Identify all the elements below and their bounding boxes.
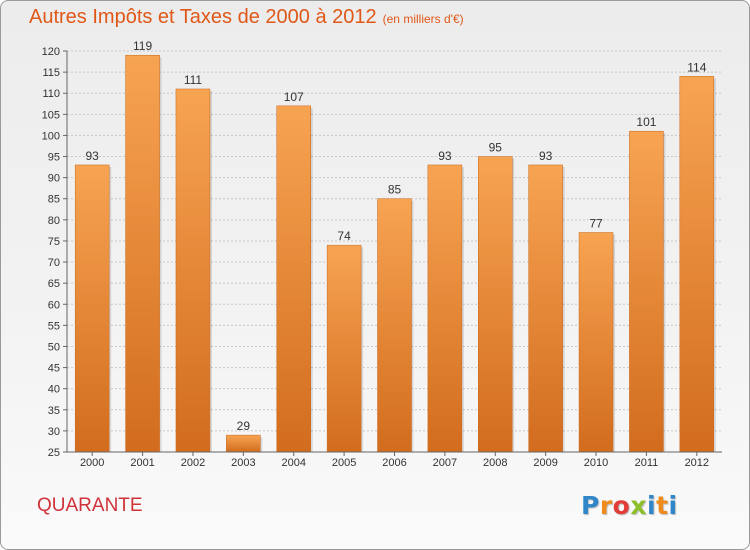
y-tick-label: 85 bbox=[48, 194, 60, 206]
y-tick-label: 70 bbox=[48, 257, 60, 269]
logo-letter: P bbox=[581, 491, 600, 520]
logo-letter: i bbox=[647, 491, 657, 520]
x-tick-label: 2006 bbox=[382, 457, 406, 469]
y-tick-label: 40 bbox=[48, 384, 60, 396]
x-tick-label: 2000 bbox=[80, 457, 104, 469]
data-label: 111 bbox=[184, 73, 203, 87]
bar-2005 bbox=[326, 244, 362, 453]
data-label: 114 bbox=[687, 60, 706, 74]
data-label: 119 bbox=[133, 39, 152, 53]
y-tick-label: 100 bbox=[42, 130, 60, 142]
bar-2007 bbox=[427, 164, 463, 453]
y-tick-label: 80 bbox=[48, 215, 60, 227]
x-tick-label: 2012 bbox=[685, 457, 709, 469]
y-tick-label: 105 bbox=[42, 109, 60, 121]
data-label: 77 bbox=[589, 217, 603, 231]
y-tick-label: 25 bbox=[48, 447, 60, 459]
x-tick-label: 2001 bbox=[130, 457, 154, 469]
logo-letter: i bbox=[668, 491, 678, 520]
y-tick-label: 110 bbox=[42, 88, 60, 100]
data-label: 29 bbox=[237, 419, 251, 433]
bar-2000 bbox=[74, 164, 110, 453]
x-tick-label: 2002 bbox=[181, 457, 205, 469]
x-axis: 2000 2001 2002 2003 2004 2005 2006 2007 2008 2009… bbox=[67, 451, 722, 469]
bar-2001 bbox=[125, 54, 160, 453]
x-tick-label: 2008 bbox=[483, 457, 507, 469]
data-label: 95 bbox=[489, 141, 503, 155]
data-label: 93 bbox=[86, 149, 100, 163]
x-tick-label: 2011 bbox=[635, 457, 659, 469]
x-tick-label: 2003 bbox=[231, 457, 255, 469]
y-tick-label: 65 bbox=[48, 278, 60, 290]
x-tick-label: 2007 bbox=[433, 457, 457, 469]
y-tick-label: 60 bbox=[48, 299, 60, 311]
bar-2008 bbox=[478, 156, 513, 453]
bar-2006 bbox=[377, 198, 412, 453]
bar-2002 bbox=[175, 88, 211, 453]
x-tick-label: 2005 bbox=[332, 457, 356, 469]
bar-2009 bbox=[528, 164, 563, 453]
bar-2003 bbox=[226, 434, 261, 453]
data-label: 74 bbox=[337, 229, 351, 243]
data-label: 93 bbox=[539, 149, 553, 163]
logo-letter: t bbox=[656, 491, 669, 520]
y-tick-label: 35 bbox=[48, 405, 60, 417]
bar-2012 bbox=[679, 76, 715, 453]
y-tick-label: 45 bbox=[48, 363, 60, 375]
data-label: 101 bbox=[636, 115, 656, 129]
y-tick-label: 30 bbox=[48, 426, 60, 438]
bar-2004 bbox=[276, 105, 311, 453]
bar-2010 bbox=[578, 232, 614, 453]
data-label: 93 bbox=[438, 149, 452, 163]
y-tick-label: 55 bbox=[48, 320, 60, 332]
x-tick-label: 2004 bbox=[281, 457, 305, 469]
chart-title: Autres Impôts et Taxes de 2000 à 2012 (en… bbox=[29, 6, 464, 29]
commune-name: QUARANTE bbox=[37, 495, 143, 516]
y-tick-label: 115 bbox=[42, 67, 60, 79]
y-tick-label: 75 bbox=[48, 236, 60, 248]
x-tick-label: 2010 bbox=[584, 457, 608, 469]
data-label: 107 bbox=[284, 90, 304, 104]
proxiti-logo: Proxiti bbox=[581, 491, 678, 520]
y-tick-label: 95 bbox=[48, 152, 60, 164]
bars: 93 119 111 29 107 74 85 93 95 93 77 101 114 bbox=[74, 39, 716, 453]
chart-title-text: Autres Impôts et Taxes de 2000 à 2012 bbox=[29, 6, 377, 28]
chart-unit: (en milliers d'€) bbox=[382, 12, 464, 26]
y-tick-label: 120 bbox=[42, 46, 60, 58]
data-label: 85 bbox=[388, 183, 402, 197]
bar-2011 bbox=[629, 130, 664, 453]
y-axis: 25 30 35 40 45 50 55 60 65 70 75 80 85 90 95 100 105 110 1… bbox=[42, 46, 68, 459]
logo-letter: x bbox=[630, 491, 647, 520]
logo-letter: o bbox=[612, 491, 631, 520]
y-tick-label: 50 bbox=[48, 341, 60, 353]
y-tick-label: 90 bbox=[48, 173, 60, 185]
x-tick-label: 2009 bbox=[533, 457, 557, 469]
logo-letter: r bbox=[599, 491, 613, 520]
